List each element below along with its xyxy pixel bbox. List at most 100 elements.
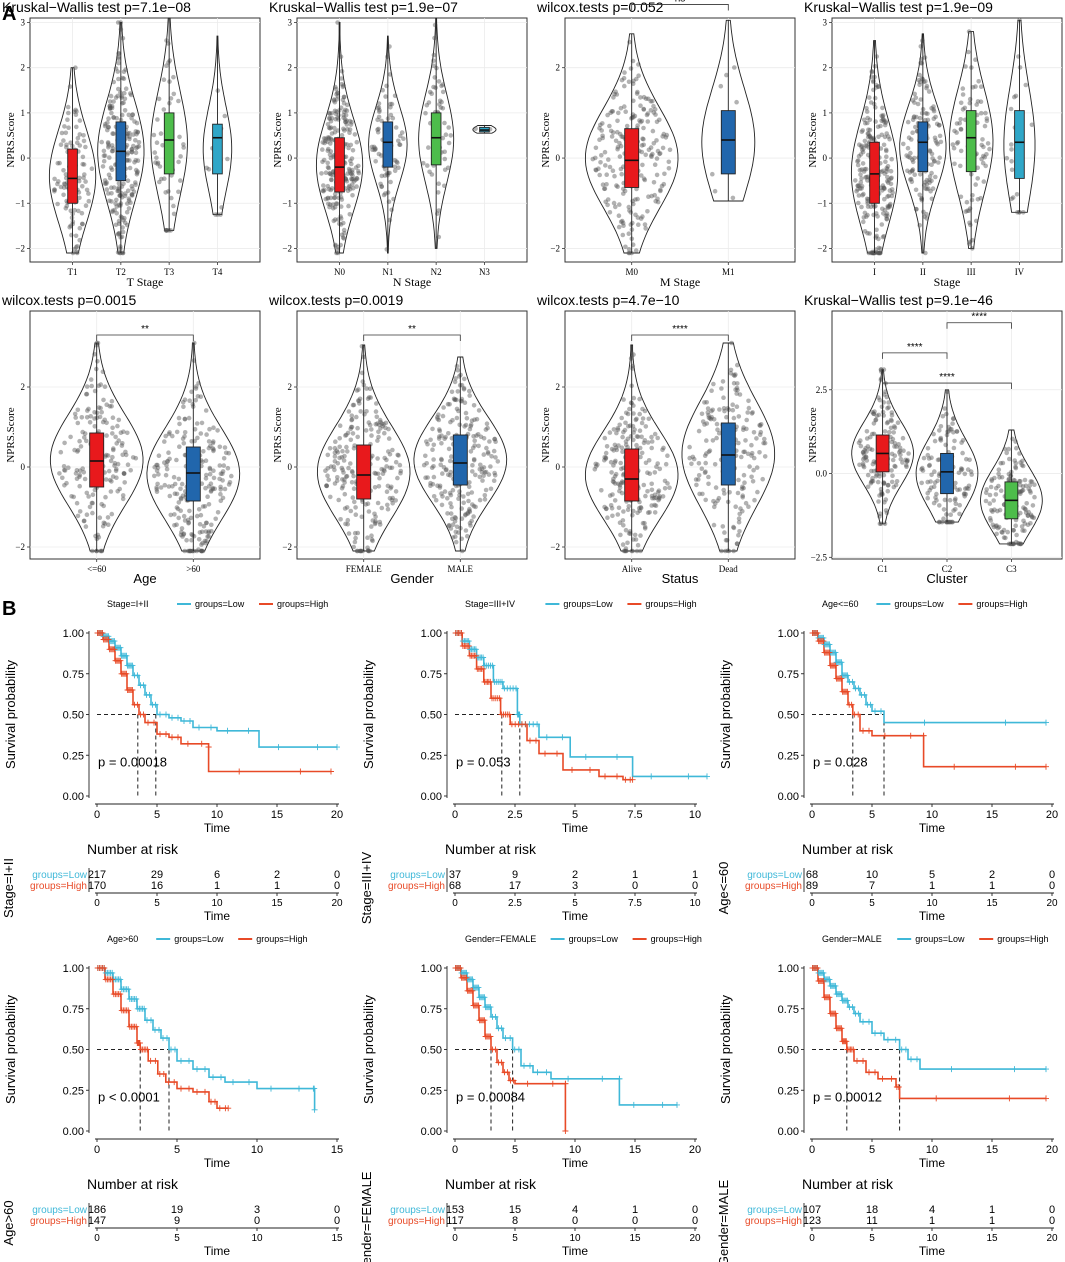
data-point (622, 427, 628, 433)
data-point (618, 105, 624, 111)
data-point (871, 431, 877, 437)
data-point (178, 178, 183, 183)
data-point (896, 442, 901, 447)
censor-mark-low (704, 773, 710, 780)
data-point (908, 150, 913, 156)
data-point (347, 127, 353, 132)
data-point (864, 429, 870, 434)
box-T4 (212, 123, 223, 175)
data-point (633, 212, 638, 218)
data-point (109, 191, 114, 196)
data-point (222, 486, 228, 492)
data-point (1018, 482, 1023, 488)
data-point (885, 174, 890, 180)
y-tick-label: 1.00 (63, 628, 84, 640)
data-point (863, 454, 869, 460)
data-point (716, 495, 722, 501)
data-point (879, 113, 884, 119)
data-point (858, 180, 864, 185)
data-point (351, 446, 357, 451)
risk-count: 9 (512, 869, 518, 881)
data-point (471, 403, 477, 408)
data-point (134, 172, 140, 177)
data-point (909, 168, 915, 174)
data-point (331, 464, 337, 469)
censor-mark-low (1002, 719, 1009, 726)
censor-mark-low (275, 744, 282, 751)
censor-mark-low (480, 654, 487, 661)
data-point (867, 117, 873, 123)
data-point (346, 409, 352, 414)
censor-mark-high (533, 737, 539, 744)
censor-mark-low (527, 1062, 533, 1069)
data-point (743, 438, 748, 443)
data-point (71, 109, 77, 115)
data-point (634, 76, 639, 82)
data-point (616, 481, 621, 487)
data-point (349, 417, 355, 422)
data-point (879, 169, 884, 175)
risk-x-tick-label: 10 (926, 898, 938, 909)
data-point (691, 456, 697, 462)
data-point (396, 165, 401, 170)
data-point (1011, 528, 1016, 533)
data-point (968, 469, 974, 474)
data-point (889, 412, 895, 418)
data-point (83, 179, 88, 184)
data-point (373, 159, 379, 164)
data-point (86, 191, 91, 196)
data-point (629, 115, 635, 120)
data-point (373, 520, 378, 526)
data-point (984, 487, 989, 492)
data-point (461, 500, 467, 506)
data-point (129, 192, 135, 198)
data-point (100, 419, 106, 425)
data-point (199, 548, 204, 554)
data-point (121, 429, 126, 435)
data-point (649, 439, 655, 444)
data-point (648, 145, 654, 150)
data-point (341, 94, 347, 100)
data-point (655, 489, 661, 495)
data-point (607, 123, 612, 129)
data-point (352, 132, 358, 137)
data-point (1011, 541, 1017, 547)
data-point (69, 232, 74, 238)
data-point (693, 477, 699, 482)
censor-mark-high (475, 1002, 482, 1009)
data-point (593, 461, 598, 467)
data-point (907, 155, 913, 160)
data-point (600, 135, 605, 141)
data-point (461, 387, 467, 392)
data-point (96, 405, 102, 410)
data-point (393, 125, 399, 130)
data-point (383, 425, 388, 431)
data-point (758, 422, 764, 427)
data-point (129, 147, 135, 152)
data-point (350, 402, 356, 408)
censor-mark-high (872, 1069, 878, 1076)
legend-high-label: groups=High (645, 599, 696, 609)
data-point (196, 381, 201, 386)
data-point (622, 70, 627, 75)
data-point (101, 148, 107, 154)
data-point (334, 448, 340, 454)
data-point (1020, 458, 1025, 464)
data-point (356, 398, 362, 404)
data-point (133, 455, 139, 461)
data-point (60, 475, 65, 481)
data-point (592, 467, 598, 472)
data-point (1023, 507, 1028, 512)
data-point (320, 188, 326, 193)
data-point (116, 438, 121, 443)
data-point (904, 153, 909, 158)
data-point (353, 165, 359, 170)
data-point (430, 481, 436, 487)
data-point (450, 417, 455, 423)
data-point (602, 504, 607, 510)
data-point (348, 170, 353, 176)
data-point (860, 461, 866, 466)
data-point (90, 500, 95, 506)
data-point (205, 494, 210, 500)
